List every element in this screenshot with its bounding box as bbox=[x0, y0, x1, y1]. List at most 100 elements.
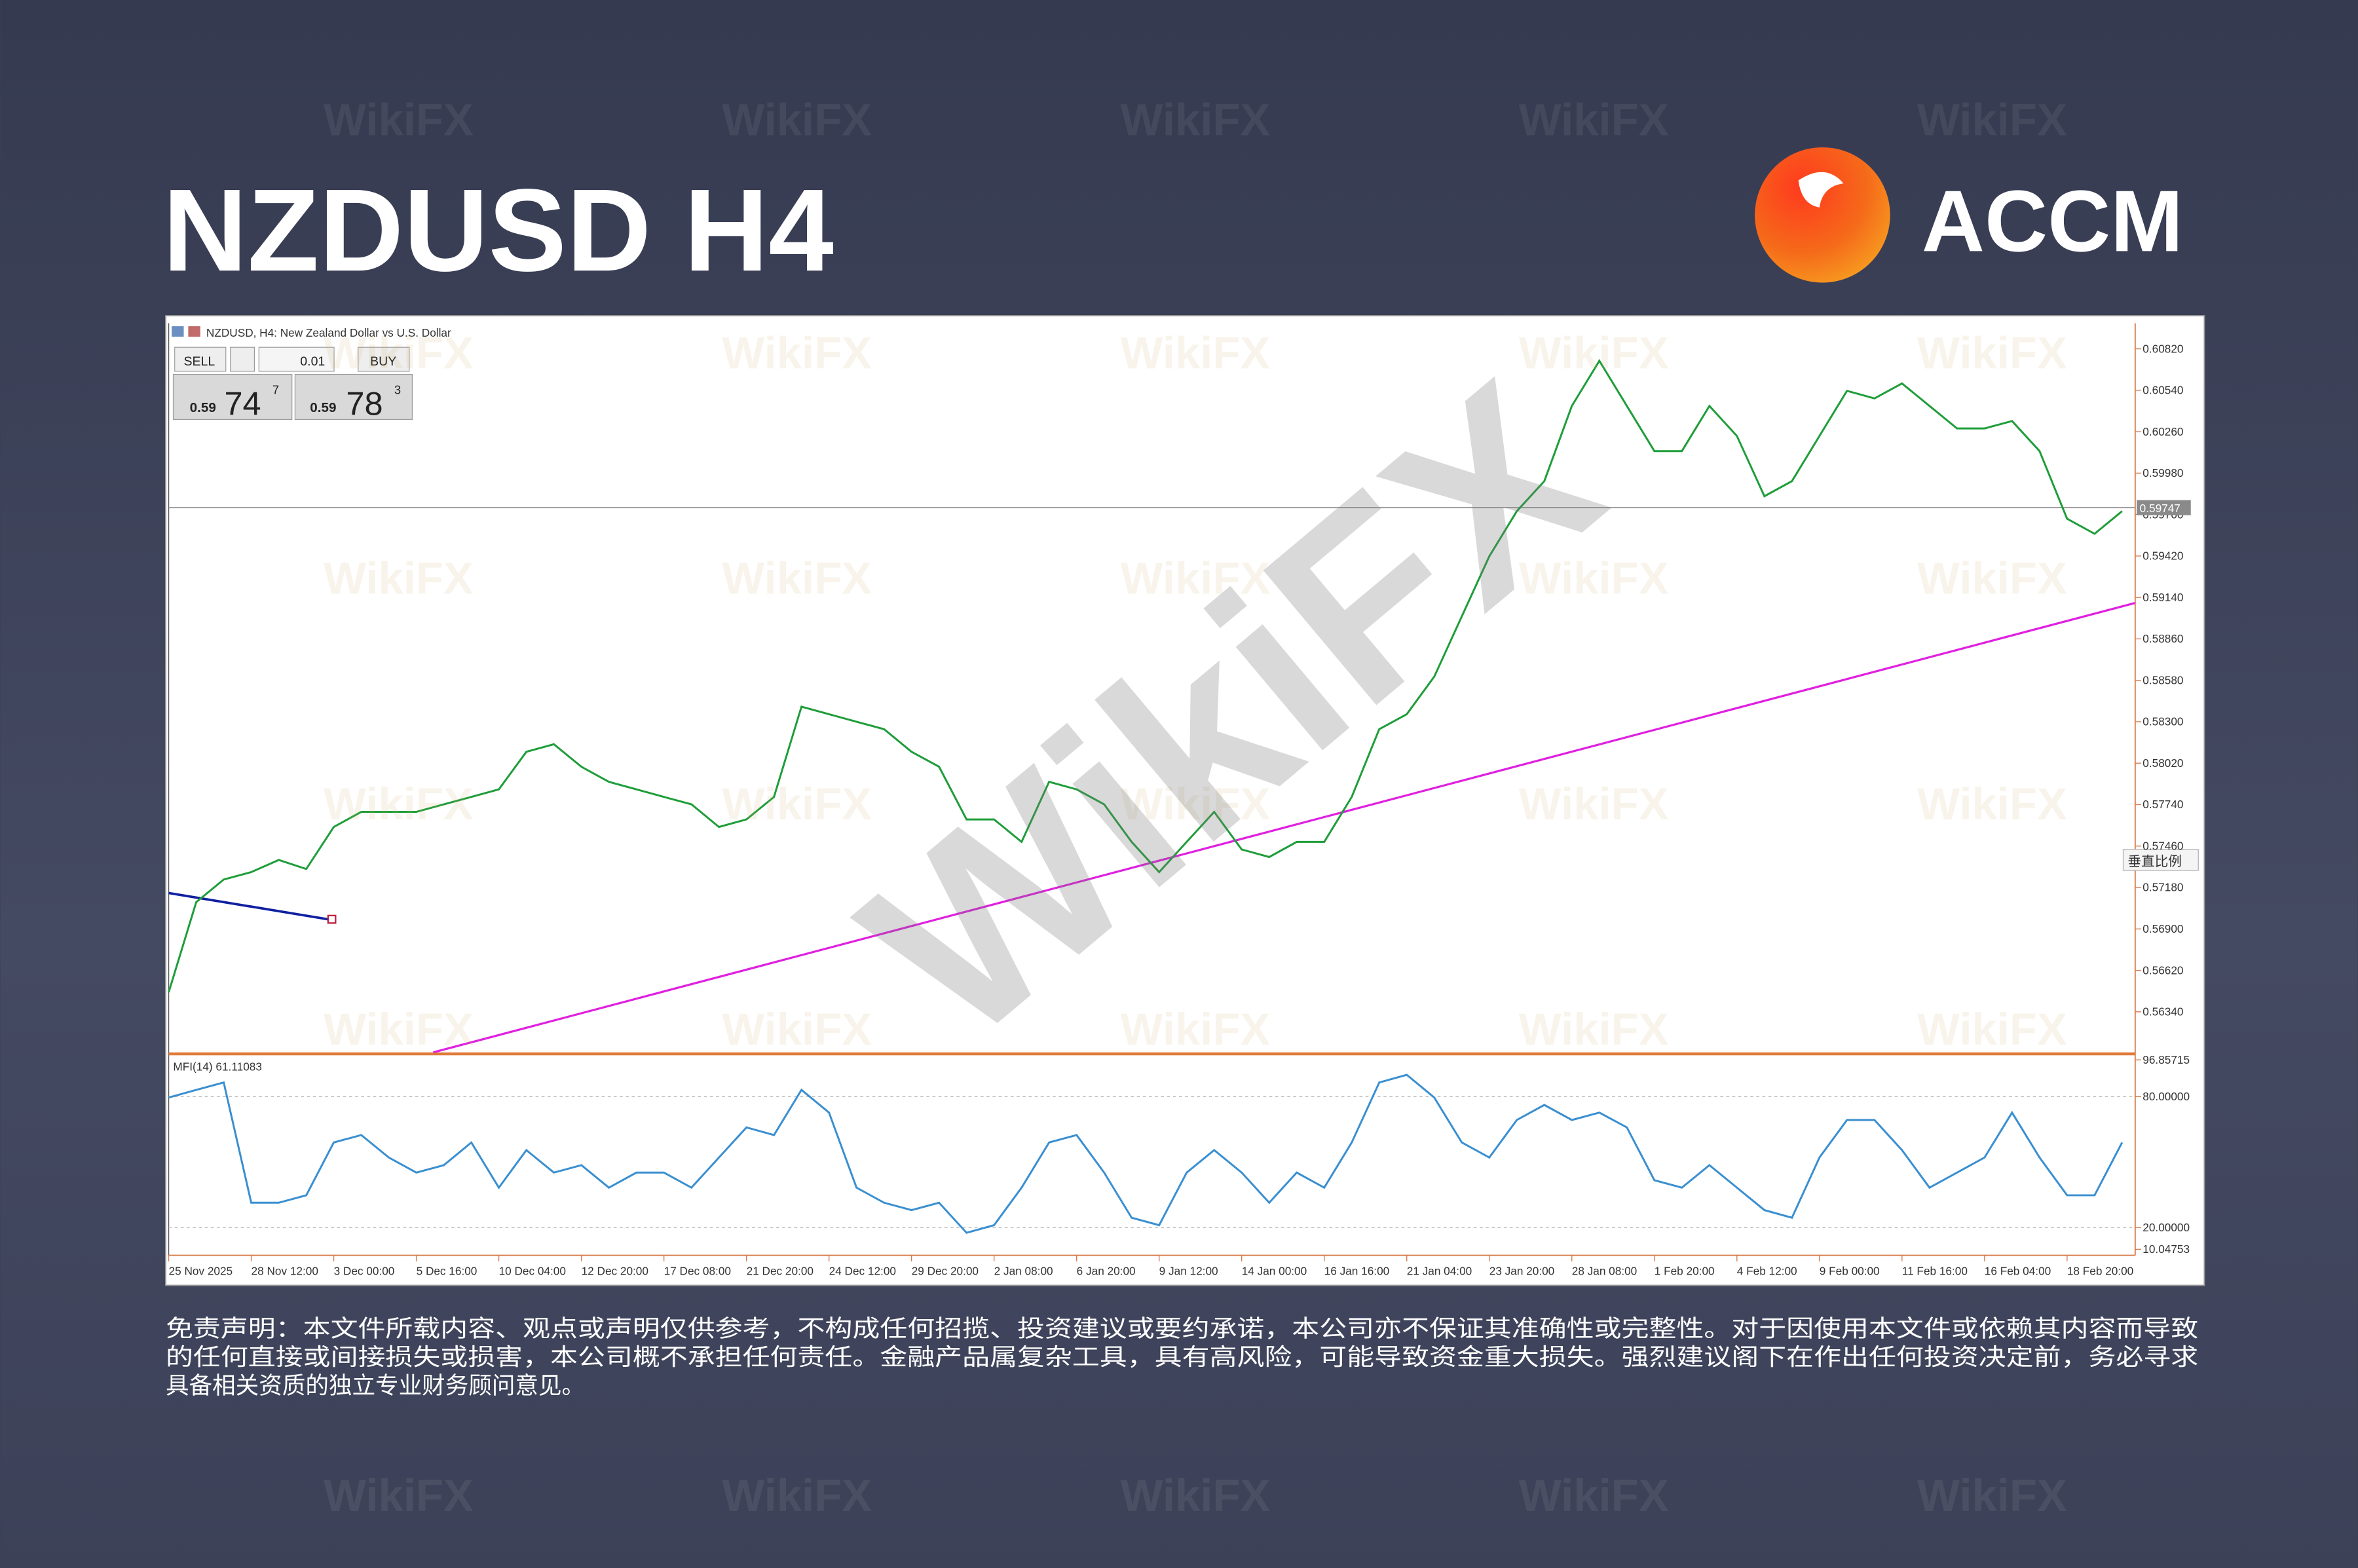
x-tick-label: 9 Feb 00:00 bbox=[1820, 1264, 1880, 1277]
y-tick-label: 0.58580 bbox=[2143, 673, 2183, 686]
watermark: WikiFX bbox=[324, 779, 474, 829]
watermark: WikiFX bbox=[722, 95, 872, 145]
watermark: WikiFX bbox=[722, 1004, 872, 1055]
series-line bbox=[168, 1073, 2124, 1234]
x-tick-label: 12 Dec 20:00 bbox=[582, 1264, 648, 1277]
buy-button[interactable] bbox=[358, 346, 410, 372]
disclaimer-line: 具备相关资质的独立专业财务顾问意见。 bbox=[166, 1373, 585, 1399]
watermark: WikiFX bbox=[1917, 1004, 2067, 1055]
lot-down[interactable] bbox=[230, 346, 255, 372]
x-tick-label: 24 Dec 12:00 bbox=[829, 1264, 896, 1277]
bid-big: 0.59 bbox=[190, 400, 216, 415]
disclaimer-line: 免责声明：本文件所载内容、观点或声明仅供参考，不构成任何招揽、投资建议或要约承诺… bbox=[166, 1316, 2198, 1342]
series-line bbox=[168, 359, 2123, 993]
y-tick-label: 80.00000 bbox=[2143, 1090, 2190, 1103]
x-tick-label: 29 Dec 20:00 bbox=[912, 1264, 979, 1277]
watermark: WikiFX bbox=[1120, 779, 1270, 829]
lot-value: 0.01 bbox=[300, 354, 325, 369]
watermark: WikiFX bbox=[324, 95, 474, 145]
watermark: WikiFX bbox=[1917, 95, 2067, 145]
brand-name: ACCM bbox=[1922, 172, 2183, 270]
y-tick-label: 10.04753 bbox=[2143, 1242, 2190, 1256]
x-tick-label: 3 Dec 00:00 bbox=[334, 1264, 395, 1277]
trendline bbox=[433, 601, 2136, 1054]
watermark: WikiFX bbox=[1519, 1004, 1669, 1055]
sell-label: SELL bbox=[184, 354, 215, 369]
y-tick-label: 0.60820 bbox=[2143, 342, 2183, 355]
y-tick-label: 0.57180 bbox=[2143, 881, 2183, 894]
x-tick-label: 28 Nov 12:00 bbox=[252, 1264, 318, 1277]
buy-label: BUY bbox=[370, 354, 396, 369]
watermark: WikiFX bbox=[1120, 95, 1270, 145]
x-tick-label: 16 Jan 16:00 bbox=[1324, 1264, 1389, 1277]
y-tick-label: 0.56620 bbox=[2143, 963, 2183, 977]
brand-logo-mark bbox=[1798, 172, 1844, 208]
watermark: WikiFX bbox=[1519, 779, 1669, 829]
x-tick-label: 11 Feb 16:00 bbox=[1902, 1264, 1968, 1277]
y-tick-label: 0.56900 bbox=[2143, 922, 2183, 935]
icon bbox=[172, 326, 184, 337]
watermark: WikiFX bbox=[722, 553, 872, 604]
y-tick-label: 96.85715 bbox=[2143, 1053, 2190, 1066]
y-tick-label: 0.60260 bbox=[2143, 425, 2183, 438]
watermark: WikiFX bbox=[722, 327, 872, 378]
ask-pips: 78 bbox=[346, 385, 383, 422]
watermark: WikiFX bbox=[324, 1004, 474, 1055]
drawn-line bbox=[168, 891, 333, 922]
x-tick-label: 5 Dec 16:00 bbox=[417, 1264, 477, 1277]
ask-big: 0.59 bbox=[310, 400, 336, 415]
y-tick-label: 0.59420 bbox=[2143, 550, 2183, 563]
y-tick-label: 20.00000 bbox=[2143, 1221, 2190, 1234]
x-tick-label: 1 Feb 20:00 bbox=[1655, 1264, 1715, 1277]
x-tick-label: 10 Dec 04:00 bbox=[499, 1264, 566, 1277]
watermark: WikiFX bbox=[722, 1470, 872, 1521]
watermark: WikiFX bbox=[1917, 779, 2067, 829]
x-tick-label: 6 Jan 20:00 bbox=[1077, 1264, 1136, 1277]
current-price-box bbox=[2137, 500, 2191, 515]
ask-point: 3 bbox=[394, 383, 401, 396]
y-tick-label: 0.60540 bbox=[2143, 384, 2183, 397]
watermark: WikiFX bbox=[1519, 553, 1669, 604]
y-tick-label: 0.57740 bbox=[2143, 798, 2183, 811]
brand-logo bbox=[1755, 147, 1890, 283]
watermark: WikiFX bbox=[324, 1470, 474, 1521]
x-tick-label: 9 Jan 12:00 bbox=[1159, 1264, 1218, 1277]
watermark: WikiFX bbox=[324, 327, 474, 378]
chart-title: NZDUSD, H4: New Zealand Dollar vs U.S. D… bbox=[206, 326, 451, 339]
x-tick-label: 16 Feb 04:00 bbox=[1985, 1264, 2051, 1277]
y-tick-label: 0.57460 bbox=[2143, 839, 2183, 852]
drawn-line-handle bbox=[327, 914, 337, 924]
lot-input[interactable] bbox=[258, 346, 335, 372]
disclaimer-line: 的任何直接或间接损失或损害，本公司概不承担任何责任。金融产品属复杂工具，具有高风… bbox=[166, 1344, 2198, 1370]
x-tick-label: 25 Nov 2025 bbox=[169, 1264, 233, 1277]
x-tick-label: 17 Dec 08:00 bbox=[664, 1264, 731, 1277]
watermark: WikiFX bbox=[1120, 1470, 1270, 1521]
watermark: WikiFX bbox=[1519, 95, 1669, 145]
scale-button[interactable] bbox=[2122, 849, 2199, 871]
x-tick-label: 28 Jan 08:00 bbox=[1572, 1264, 1637, 1277]
watermark: WikiFX bbox=[1519, 1470, 1669, 1521]
watermark: WikiFX bbox=[1120, 1004, 1270, 1055]
x-tick-label: 18 Feb 20:00 bbox=[2067, 1264, 2133, 1277]
x-tick-label: 4 Feb 12:00 bbox=[1737, 1264, 1797, 1277]
x-tick-label: 2 Jan 08:00 bbox=[994, 1264, 1053, 1277]
watermark: WikiFX bbox=[1120, 553, 1270, 604]
watermark: WikiFX bbox=[1917, 1470, 2067, 1521]
y-tick-label: 0.59140 bbox=[2143, 591, 2183, 604]
icon bbox=[188, 326, 200, 337]
sell-button[interactable] bbox=[174, 346, 227, 372]
watermark: WikiFX bbox=[1519, 327, 1669, 378]
x-tick-label: 23 Jan 20:00 bbox=[1489, 1264, 1554, 1277]
indicator-title: MFI(14) 61.11083 bbox=[173, 1060, 261, 1073]
bid-pips: 74 bbox=[224, 385, 261, 422]
x-tick-label: 21 Jan 04:00 bbox=[1407, 1264, 1472, 1277]
bid-box[interactable] bbox=[172, 373, 293, 420]
bid-point: 7 bbox=[272, 383, 279, 396]
y-tick-label: 0.58860 bbox=[2143, 632, 2183, 645]
ask-box[interactable] bbox=[294, 373, 413, 420]
watermark: WikiFX bbox=[1120, 327, 1270, 378]
title: NZDUSD H4 bbox=[162, 164, 833, 295]
watermark: WikiFX bbox=[1917, 553, 2067, 604]
